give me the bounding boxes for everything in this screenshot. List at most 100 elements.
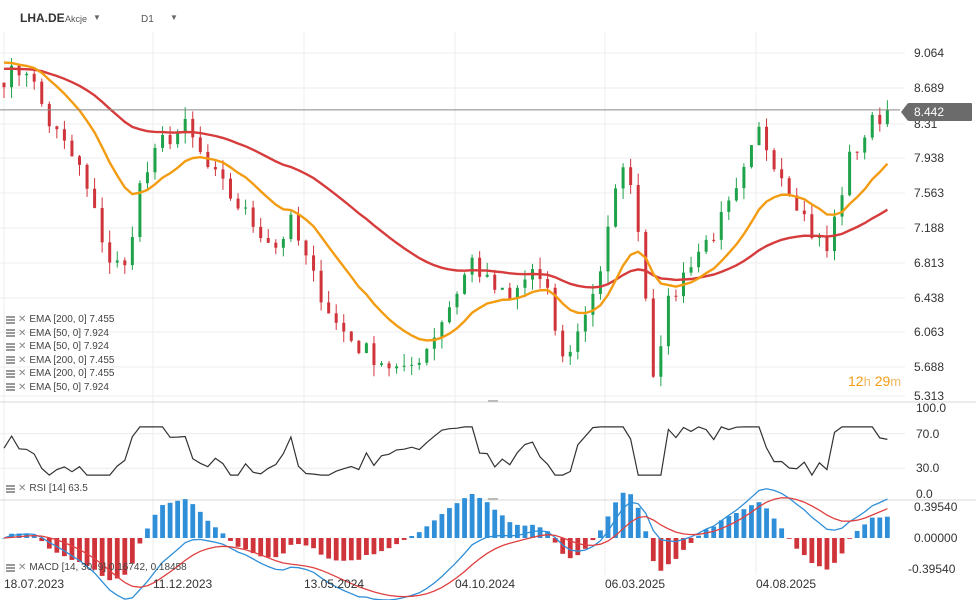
macd-histogram-bar	[1, 538, 7, 539]
candle-body	[417, 362, 421, 365]
macd-histogram-bar	[794, 538, 800, 549]
macd-histogram-bar	[703, 529, 709, 538]
macd-histogram-bar	[152, 514, 158, 538]
candle-body	[372, 343, 376, 365]
macd-histogram-bar	[99, 538, 105, 576]
candle-body	[478, 257, 482, 277]
menu-icon[interactable]	[6, 563, 15, 572]
legend-item[interactable]: ✕ EMA [50, 0] 7.924	[6, 340, 114, 354]
candle-body	[153, 147, 157, 173]
macd-histogram-bar	[16, 533, 22, 538]
candle-body	[176, 131, 180, 145]
interval-dropdown-caret-icon[interactable]: ▼	[170, 13, 178, 22]
candle-body	[840, 195, 844, 217]
legend-item[interactable]: ✕ EMA [200, 0] 7.455	[6, 354, 114, 368]
candle-body	[312, 255, 316, 271]
candle-body	[440, 322, 444, 338]
macd-histogram-bar	[167, 502, 173, 538]
chart-header: LHA.DE Akcje ▼ D1 ▼	[0, 0, 976, 32]
market-label: Akcje	[65, 14, 88, 24]
candle-body	[213, 167, 217, 170]
candle-body	[802, 210, 806, 215]
candle-body	[244, 207, 248, 209]
candle-body	[500, 287, 504, 290]
price-axis-label: 5.688	[914, 360, 944, 374]
candle-body	[878, 114, 882, 125]
macd-histogram-bar	[235, 538, 241, 547]
macd-histogram-bar	[877, 517, 883, 538]
candle-body	[749, 145, 753, 167]
macd-histogram-bar	[733, 513, 739, 538]
close-icon[interactable]: ✕	[18, 314, 27, 325]
legend-item[interactable]: ✕ MACD [14, 30, 9] 0.16742, 0.18458	[6, 561, 187, 575]
close-icon[interactable]: ✕	[18, 341, 27, 352]
macd-histogram-bar	[726, 516, 732, 538]
interval-label[interactable]: D1	[141, 14, 154, 25]
menu-icon[interactable]	[6, 356, 15, 365]
candle-body	[47, 103, 51, 127]
macd-histogram-bar	[356, 538, 362, 560]
candle-body	[395, 366, 399, 369]
timer-minutes: 29	[874, 373, 891, 389]
macd-histogram-bar	[401, 538, 407, 540]
macd-histogram-bar	[786, 538, 792, 539]
legend-item[interactable]: ✕ RSI [14] 63.5	[6, 482, 88, 496]
candle-body	[138, 183, 142, 237]
menu-icon[interactable]	[6, 342, 15, 351]
legend-item[interactable]: ✕ EMA [50, 0] 7.924	[6, 381, 114, 395]
candle-body	[553, 287, 557, 331]
menu-icon[interactable]	[6, 484, 15, 493]
close-icon[interactable]: ✕	[18, 562, 27, 573]
close-icon[interactable]: ✕	[18, 381, 27, 393]
macd-histogram-bar	[620, 492, 626, 538]
candle-body	[493, 274, 497, 290]
macd-histogram-bar	[258, 538, 264, 557]
price-axis-label: 7.938	[914, 151, 944, 165]
close-icon[interactable]: ✕	[18, 354, 27, 366]
close-icon[interactable]: ✕	[18, 327, 27, 339]
macd-line	[3, 488, 888, 600]
macd-histogram-bar	[114, 538, 120, 579]
candle-body	[2, 82, 6, 88]
macd-histogram-bar	[288, 538, 294, 545]
macd-histogram-bar	[296, 538, 301, 545]
symbol-label: LHA.DE	[20, 11, 65, 25]
candle-body	[304, 240, 308, 256]
candle-body	[327, 302, 331, 314]
time-axis-label: 06.03.2025	[605, 577, 665, 591]
macd-histogram-bar	[839, 538, 845, 554]
candle-body	[342, 322, 346, 332]
legend-item[interactable]: ✕ EMA [200, 0] 7.455	[6, 367, 114, 381]
candle-body	[795, 195, 799, 211]
candle-body	[70, 140, 74, 157]
candle-body	[266, 238, 270, 243]
candle-body	[833, 216, 836, 252]
macd-histogram-bar	[379, 538, 384, 552]
legend-item[interactable]: ✕ EMA [200, 0] 7.455	[6, 313, 114, 327]
candle-body	[319, 270, 323, 303]
menu-icon[interactable]	[6, 369, 15, 378]
price-axis-label: 6.063	[914, 325, 944, 339]
ema50-line	[3, 61, 889, 342]
candle-body	[100, 207, 104, 243]
macd-histogram-bar	[431, 520, 437, 538]
macd-histogram-bar	[228, 538, 233, 541]
legend-item[interactable]: ✕ EMA [50, 0] 7.924	[6, 327, 114, 341]
menu-icon[interactable]	[6, 329, 15, 338]
macd-histogram-bar	[854, 530, 860, 538]
time-axis-label: 04.08.2025	[756, 577, 816, 591]
candle-body	[425, 348, 429, 363]
menu-icon[interactable]	[6, 383, 15, 392]
time-axis-label: 04.10.2024	[455, 577, 515, 591]
close-icon[interactable]: ✕	[18, 483, 27, 494]
candle-body	[221, 169, 225, 179]
candle-body	[757, 126, 761, 146]
symbol-dropdown-caret-icon[interactable]: ▼	[93, 13, 101, 22]
menu-icon[interactable]	[6, 315, 15, 324]
close-icon[interactable]: ✕	[18, 368, 27, 379]
candle-body	[712, 239, 716, 241]
candle-body	[115, 260, 119, 263]
rsi-axis-label: 0.0	[916, 487, 933, 501]
candle-body	[380, 363, 383, 365]
